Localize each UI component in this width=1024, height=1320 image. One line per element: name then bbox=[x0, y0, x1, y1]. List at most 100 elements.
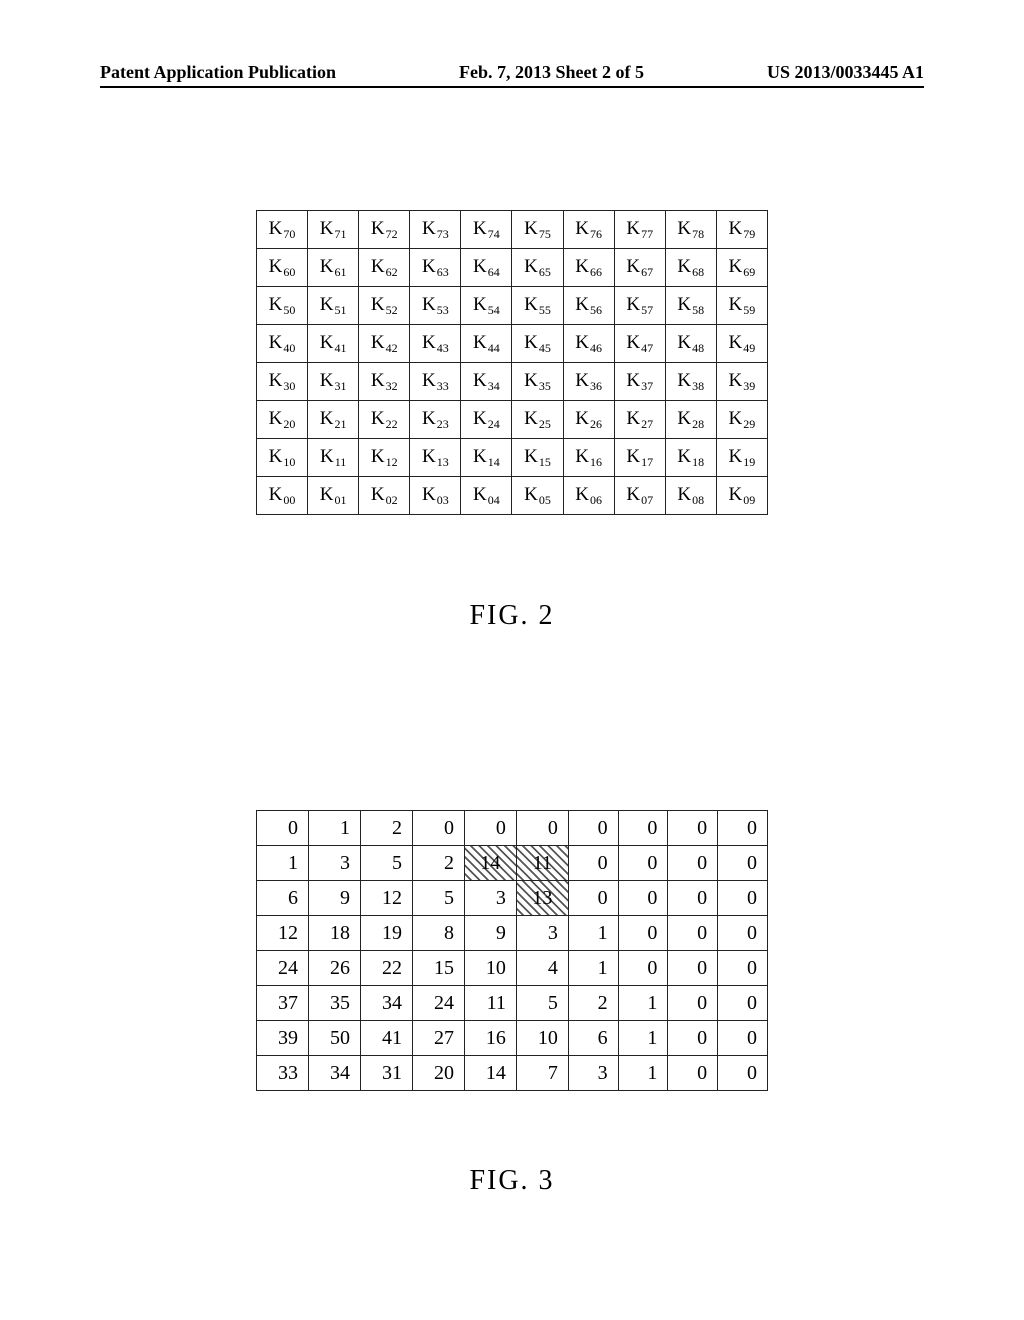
value-cell: 7 bbox=[516, 1056, 568, 1091]
k-cell: K46 bbox=[563, 325, 614, 363]
k-cell: K04 bbox=[461, 477, 512, 515]
k-cell: K70 bbox=[257, 211, 308, 249]
k-cell: K39 bbox=[716, 363, 767, 401]
k-cell: K08 bbox=[665, 477, 716, 515]
header-patent-number: US 2013/0033445 A1 bbox=[767, 62, 924, 83]
value-cell: 3 bbox=[516, 916, 568, 951]
table-row: 3950412716106100 bbox=[257, 1021, 768, 1056]
value-cell: 6 bbox=[568, 1021, 618, 1056]
k-cell: K40 bbox=[257, 325, 308, 363]
figure-3-table: 0120000000135214110000691253130000121819… bbox=[256, 810, 768, 1091]
value-cell: 0 bbox=[568, 811, 618, 846]
k-cell: K13 bbox=[410, 439, 461, 477]
value-cell: 37 bbox=[257, 986, 309, 1021]
value-cell: 5 bbox=[360, 846, 412, 881]
k-cell: K05 bbox=[512, 477, 563, 515]
k-cell: K51 bbox=[308, 287, 359, 325]
k-cell: K54 bbox=[461, 287, 512, 325]
k-cell: K38 bbox=[665, 363, 716, 401]
value-cell: 0 bbox=[668, 986, 718, 1021]
figure-3-label: FIG. 3 bbox=[469, 1165, 554, 1197]
value-cell: 0 bbox=[568, 846, 618, 881]
k-cell: K11 bbox=[308, 439, 359, 477]
k-cell: K31 bbox=[308, 363, 359, 401]
k-cell: K35 bbox=[512, 363, 563, 401]
k-cell: K53 bbox=[410, 287, 461, 325]
value-cell: 8 bbox=[412, 916, 464, 951]
k-cell: K45 bbox=[512, 325, 563, 363]
k-cell: K68 bbox=[665, 249, 716, 287]
k-cell: K21 bbox=[308, 401, 359, 439]
value-cell: 0 bbox=[618, 881, 668, 916]
table-row: 242622151041000 bbox=[257, 951, 768, 986]
k-cell: K19 bbox=[716, 439, 767, 477]
header-rule bbox=[100, 86, 924, 88]
k-cell: K72 bbox=[359, 211, 410, 249]
value-cell: 0 bbox=[568, 881, 618, 916]
k-cell: K47 bbox=[614, 325, 665, 363]
value-cell: 3 bbox=[308, 846, 360, 881]
value-cell: 18 bbox=[308, 916, 360, 951]
table-row: K10K11K12K13K14K15K16K17K18K19 bbox=[257, 439, 768, 477]
k-cell: K14 bbox=[461, 439, 512, 477]
value-cell: 1 bbox=[618, 986, 668, 1021]
k-cell: K07 bbox=[614, 477, 665, 515]
value-cell: 14 bbox=[464, 846, 516, 881]
value-cell: 31 bbox=[360, 1056, 412, 1091]
k-cell: K49 bbox=[716, 325, 767, 363]
k-cell: K36 bbox=[563, 363, 614, 401]
k-cell: K67 bbox=[614, 249, 665, 287]
table-row: 373534241152100 bbox=[257, 986, 768, 1021]
value-cell: 35 bbox=[308, 986, 360, 1021]
k-cell: K02 bbox=[359, 477, 410, 515]
value-cell: 3 bbox=[568, 1056, 618, 1091]
value-cell: 41 bbox=[360, 1021, 412, 1056]
k-cell: K37 bbox=[614, 363, 665, 401]
value-cell: 0 bbox=[718, 951, 768, 986]
value-cell: 0 bbox=[718, 1021, 768, 1056]
value-cell: 11 bbox=[464, 986, 516, 1021]
k-cell: K10 bbox=[257, 439, 308, 477]
table-row: K50K51K52K53K54K55K56K57K58K59 bbox=[257, 287, 768, 325]
k-cell: K44 bbox=[461, 325, 512, 363]
value-cell: 0 bbox=[718, 986, 768, 1021]
k-cell: K50 bbox=[257, 287, 308, 325]
k-cell: K52 bbox=[359, 287, 410, 325]
k-cell: K42 bbox=[359, 325, 410, 363]
k-cell: K60 bbox=[257, 249, 308, 287]
k-cell: K22 bbox=[359, 401, 410, 439]
k-cell: K03 bbox=[410, 477, 461, 515]
table-row: 0120000000 bbox=[257, 811, 768, 846]
value-cell: 0 bbox=[668, 811, 718, 846]
table-row: 135214110000 bbox=[257, 846, 768, 881]
value-cell: 13 bbox=[516, 881, 568, 916]
table-row: K20K21K22K23K24K25K26K27K28K29 bbox=[257, 401, 768, 439]
value-cell: 0 bbox=[516, 811, 568, 846]
k-cell: K17 bbox=[614, 439, 665, 477]
k-cell: K66 bbox=[563, 249, 614, 287]
value-cell: 0 bbox=[618, 916, 668, 951]
value-cell: 1 bbox=[568, 916, 618, 951]
k-cell: K77 bbox=[614, 211, 665, 249]
k-cell: K12 bbox=[359, 439, 410, 477]
k-cell: K16 bbox=[563, 439, 614, 477]
value-cell: 50 bbox=[308, 1021, 360, 1056]
value-cell: 2 bbox=[360, 811, 412, 846]
table-row: K40K41K42K43K44K45K46K47K48K49 bbox=[257, 325, 768, 363]
value-cell: 11 bbox=[516, 846, 568, 881]
value-cell: 12 bbox=[257, 916, 309, 951]
table-row: K00K01K02K03K04K05K06K07K08K09 bbox=[257, 477, 768, 515]
value-cell: 1 bbox=[618, 1056, 668, 1091]
k-cell: K64 bbox=[461, 249, 512, 287]
value-cell: 10 bbox=[464, 951, 516, 986]
k-cell: K27 bbox=[614, 401, 665, 439]
value-cell: 3 bbox=[464, 881, 516, 916]
header-date-sheet: Feb. 7, 2013 Sheet 2 of 5 bbox=[459, 62, 644, 83]
k-cell: K63 bbox=[410, 249, 461, 287]
table-row: K70K71K72K73K74K75K76K77K78K79 bbox=[257, 211, 768, 249]
k-cell: K00 bbox=[257, 477, 308, 515]
value-cell: 27 bbox=[412, 1021, 464, 1056]
k-cell: K65 bbox=[512, 249, 563, 287]
k-cell: K61 bbox=[308, 249, 359, 287]
value-cell: 12 bbox=[360, 881, 412, 916]
